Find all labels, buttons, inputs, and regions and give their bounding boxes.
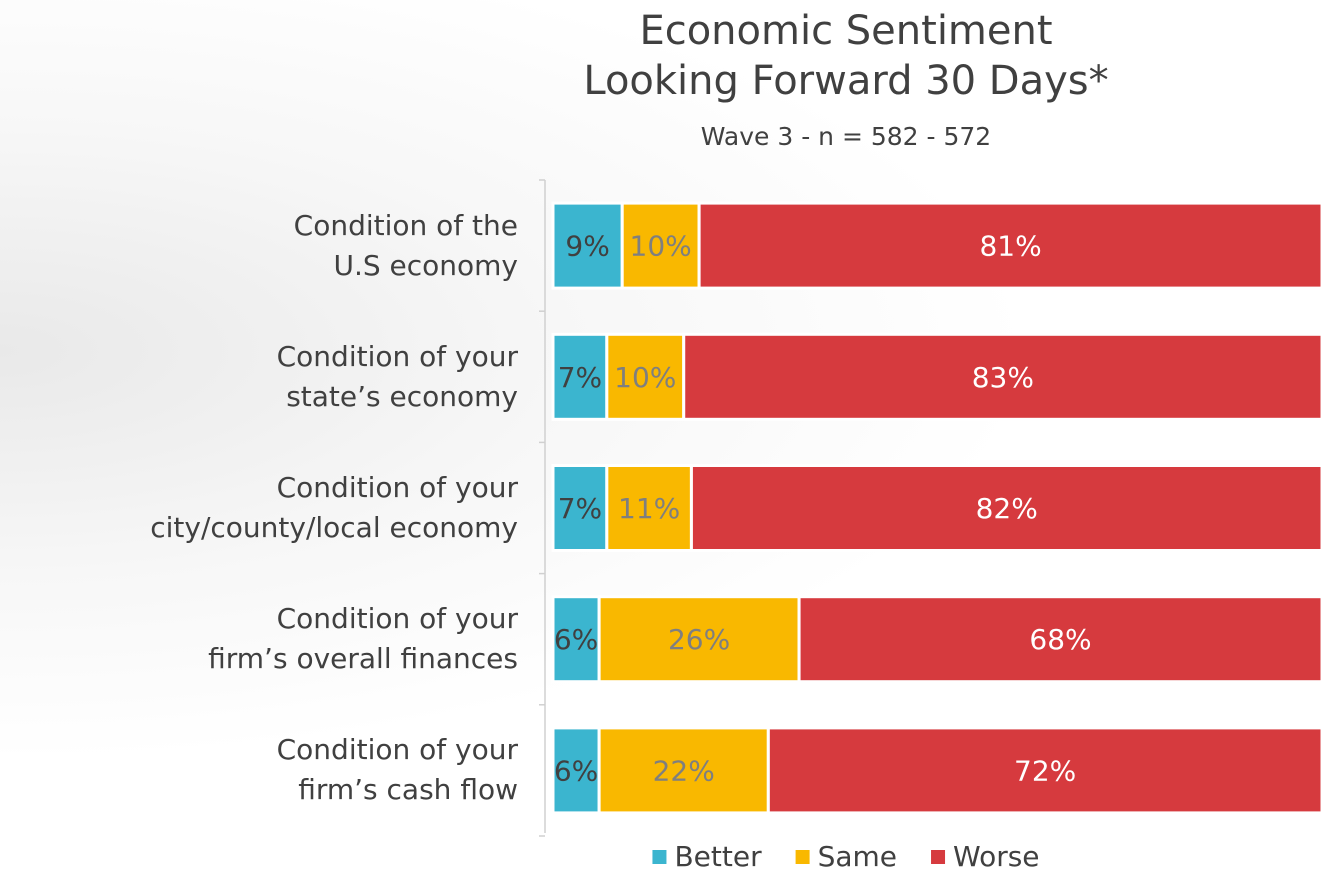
bar-segment: [682, 332, 1324, 421]
bar-segment: [597, 726, 770, 815]
value-label: 7%: [558, 361, 602, 394]
value-label: 82%: [976, 492, 1038, 525]
bar-segment: [697, 201, 1324, 290]
bar-segment: [620, 201, 701, 290]
value-label: 83%: [972, 361, 1034, 394]
bar-segment: [597, 595, 801, 684]
value-label: 26%: [668, 623, 730, 656]
value-label: 22%: [653, 754, 715, 787]
category-label: Condition of your firm’s cash flow: [276, 733, 518, 807]
legend-swatch: [795, 850, 810, 864]
chart-subtitle: Wave 3 - n = 582 - 572: [700, 122, 992, 151]
bar-segment: [605, 332, 686, 421]
value-label: 9%: [565, 230, 609, 263]
value-label: 7%: [558, 492, 602, 525]
legend-label: Better: [674, 840, 762, 873]
bar-segment: [551, 726, 601, 815]
value-label: 10%: [614, 361, 676, 394]
value-label: 81%: [979, 230, 1041, 263]
bar-segment: [797, 595, 1324, 684]
legend-swatch: [652, 850, 667, 864]
category-label: Condition of your city/county/local econ…: [150, 471, 518, 544]
value-label: 11%: [618, 492, 680, 525]
bar-segment: [766, 726, 1324, 815]
chart-title: Economic Sentiment Looking Forward 30 Da…: [583, 8, 1109, 104]
category-label: Condition of your firm’s overall finance…: [208, 602, 518, 676]
category-label: Condition of the U.S economy: [293, 208, 518, 282]
category-label: Condition of your state’s economy: [276, 339, 518, 413]
bar-segment: [551, 201, 624, 290]
bar-segment: [689, 464, 1324, 552]
legend-label: Worse: [953, 840, 1040, 873]
value-label: 10%: [630, 230, 692, 263]
bar-segment: [551, 595, 601, 684]
value-label: 6%: [554, 754, 598, 787]
value-label: 6%: [554, 623, 598, 656]
legend-swatch: [931, 850, 946, 864]
legend-label: Same: [818, 840, 897, 873]
bar-segment: [605, 464, 693, 552]
bar-segment: [551, 464, 609, 552]
value-label: 72%: [1014, 754, 1076, 787]
value-label: 68%: [1029, 623, 1091, 656]
